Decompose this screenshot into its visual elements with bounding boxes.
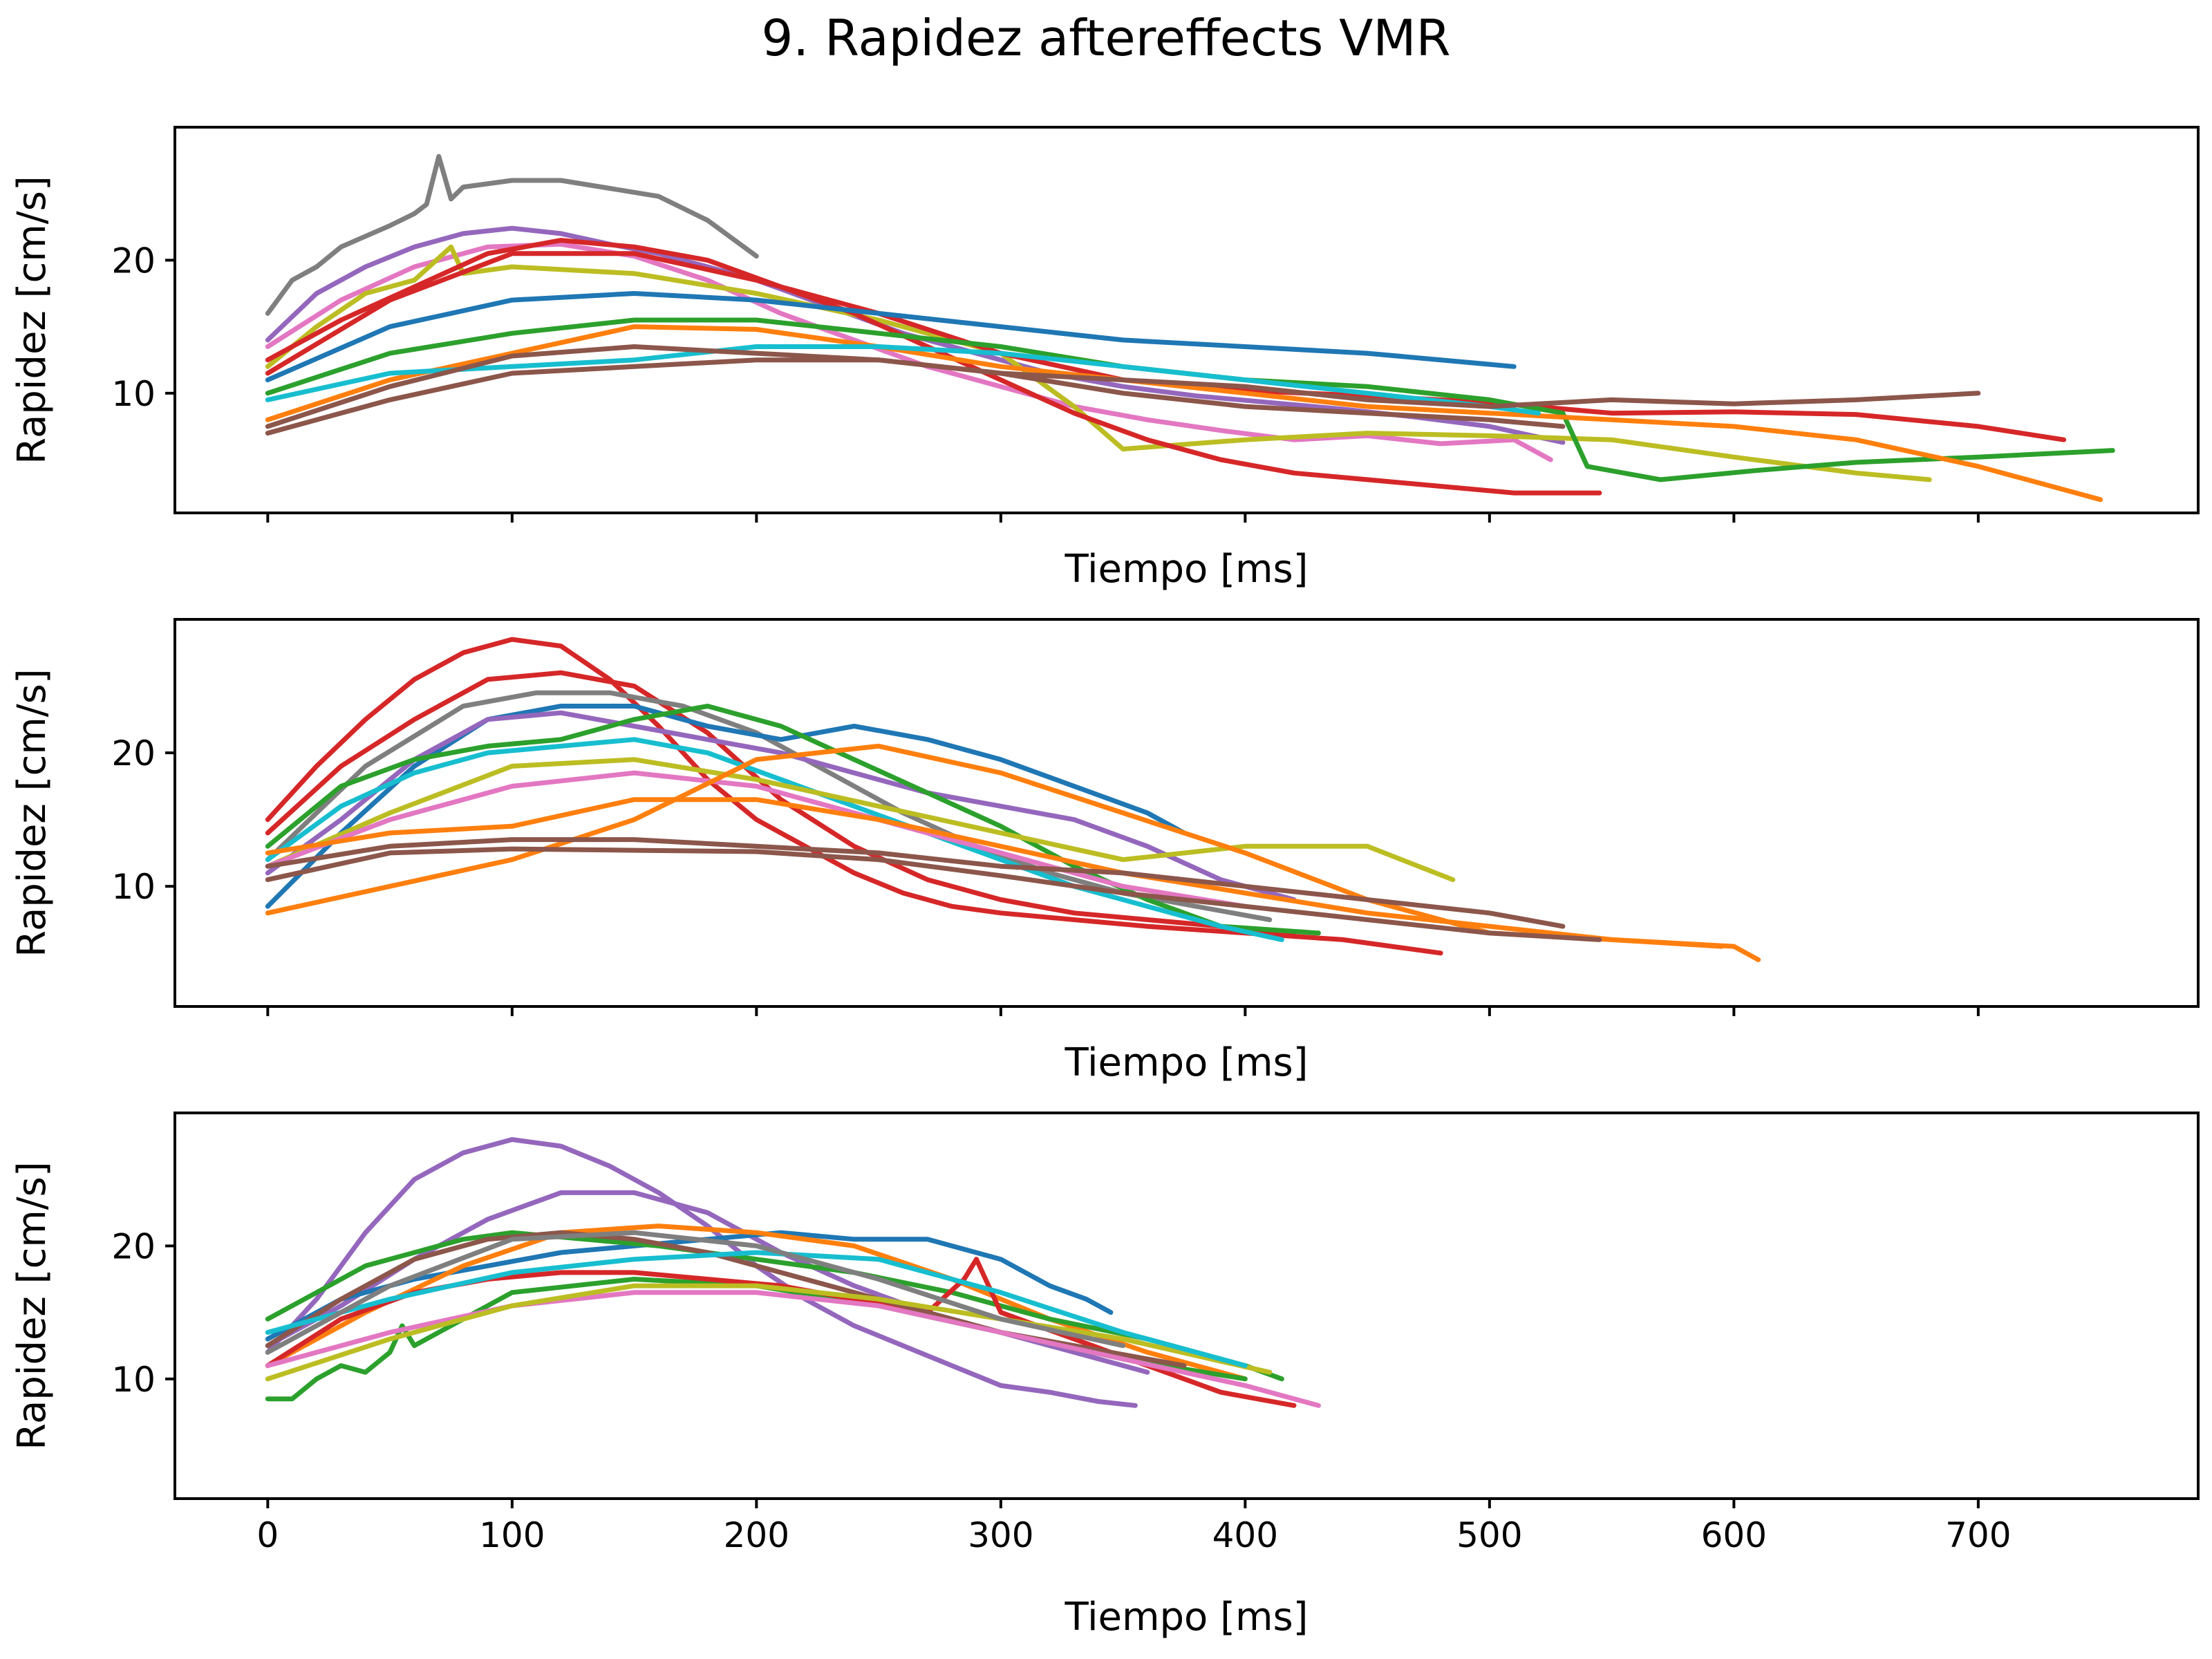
y-tick-label: 20 [111, 241, 156, 281]
series-line-12 [265, 357, 1566, 436]
figure-title: 9. Rapidez aftereffects VMR [761, 9, 1450, 67]
x-axis-label: Tiempo [ms] [1064, 1040, 1308, 1085]
y-tick-label: 10 [111, 374, 156, 414]
series-line-1 [265, 153, 759, 316]
x-tick-label: 400 [1212, 1515, 1278, 1555]
series-line-10 [265, 344, 1541, 416]
traces [265, 153, 2115, 503]
series-line-13 [265, 846, 1602, 942]
y-tick-label: 10 [111, 867, 156, 907]
series-line-11 [265, 344, 1981, 429]
series-line-9 [265, 1290, 1321, 1408]
series-line-4 [265, 244, 1932, 482]
axes-frame [174, 126, 2200, 514]
series-line-5 [265, 238, 1602, 496]
x-tick-label: 600 [1701, 1515, 1767, 1555]
series-line-1 [265, 1137, 1138, 1408]
subplot-2: 10 20 Tiempo [ms] Rapidez [cm/s] [10, 618, 2200, 1085]
y-axis-label: Rapidez [cm/s] [10, 1161, 55, 1450]
x-tick-label: 500 [1456, 1515, 1522, 1555]
x-tick-label: 700 [1945, 1515, 2011, 1555]
x-tick-label: 300 [968, 1515, 1033, 1555]
series-line-3 [265, 1230, 1114, 1342]
x-tick-label: 0 [256, 1515, 279, 1555]
y-tick-label: 20 [111, 733, 156, 774]
series-line-2 [265, 670, 1297, 936]
x-tick-label: 100 [479, 1515, 545, 1555]
y-tick-label: 10 [111, 1360, 156, 1400]
series-line-5 [265, 710, 1297, 902]
series-line-7 [265, 291, 1517, 383]
series-line-7 [265, 737, 1284, 942]
y-axis-label: Rapidez [cm/s] [10, 668, 55, 957]
series-line-11 [265, 797, 1725, 949]
subplot-3: 0 100 200 300 400 500 600 700 10 20 Tiempo [ms] Rap… [10, 1112, 2200, 1640]
traces [265, 637, 1761, 962]
series-line-12 [265, 837, 1566, 929]
series-line-12 [265, 1230, 1126, 1355]
series-line-10 [265, 1283, 1273, 1382]
x-tick-label: 200 [724, 1515, 789, 1555]
axes-frame [174, 618, 2200, 1008]
series-line-9 [265, 770, 1248, 909]
x-axis-label: Tiempo [ms] [1064, 547, 1308, 592]
subplot-1: 10 20 Tiempo [ms] Rapidez [cm/s] [10, 126, 2200, 592]
traces [265, 1137, 1321, 1408]
y-tick-label: 20 [111, 1226, 156, 1266]
series-line-1 [265, 637, 1443, 956]
subplots: 10 20 Tiempo [ms] Rapidez [cm/s] 10 20 Tiempo … [10, 126, 2200, 1640]
series-line-8 [265, 757, 1456, 883]
y-axis-label: Rapidez [cm/s] [10, 176, 55, 464]
axes-frame [174, 1112, 2200, 1500]
series-line-8 [265, 317, 2115, 482]
x-axis-label: Tiempo [ms] [1064, 1595, 1308, 1640]
series-line-9 [265, 324, 2103, 503]
series-line-10 [265, 743, 1761, 962]
series-line-11 [265, 1250, 1248, 1369]
